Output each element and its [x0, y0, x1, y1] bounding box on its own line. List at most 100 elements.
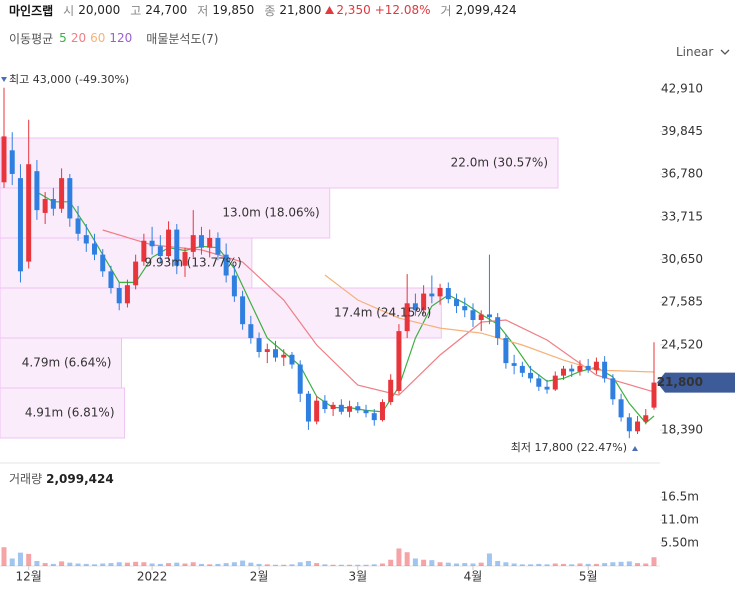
ma-legend-item[interactable]: 20 [70, 31, 87, 45]
ma-line [102, 229, 655, 396]
candle-body [338, 404, 344, 412]
label: 시 [63, 3, 75, 18]
price-tag [657, 372, 735, 393]
ma-title[interactable]: 이동평균 [9, 31, 54, 46]
candle-body [273, 349, 279, 358]
volume-bar [371, 564, 377, 566]
candle-body [149, 240, 155, 247]
volume-bar [149, 563, 155, 566]
scale-toggle[interactable]: Linear [676, 45, 730, 59]
volume-bar [544, 564, 550, 566]
scale-mode[interactable]: Linear [676, 45, 714, 59]
volume-bar [610, 562, 616, 566]
profile-box [0, 187, 331, 239]
volume-bar [404, 552, 410, 566]
candle-body [643, 415, 649, 422]
x-tick-label: 3월 [348, 570, 367, 584]
volume-bar [141, 562, 147, 566]
volume-bar [198, 563, 204, 566]
candle-body [289, 354, 295, 365]
candle-body [536, 378, 542, 387]
y-tick-label: 24,520 [661, 337, 703, 351]
candle-body [240, 296, 246, 325]
candle-body [519, 365, 525, 373]
x-tick-label: 2월 [250, 570, 269, 584]
label: 종 [264, 3, 276, 18]
profile-box [0, 137, 559, 189]
candle-body [396, 331, 402, 391]
stock-name: 마인즈랩 [9, 3, 54, 18]
candle-body [560, 368, 566, 376]
candle-body [552, 375, 558, 390]
volume-bar [248, 562, 254, 566]
candle-body [618, 399, 624, 418]
candle-body [330, 404, 336, 410]
volume-bar [618, 561, 624, 566]
x-tick-label: 5월 [579, 570, 598, 584]
candle-body [182, 251, 188, 266]
profile-box [0, 387, 126, 439]
volume-title: 거래량 2,099,424 [9, 472, 114, 486]
candle-body [198, 235, 204, 248]
volume-bar [445, 562, 451, 566]
ma-line [324, 274, 655, 373]
y-tick-label: 33,715 [661, 209, 703, 223]
volume-bar [495, 560, 501, 566]
candle-body [141, 240, 147, 262]
volume-bar [289, 564, 295, 566]
candle-body [651, 382, 657, 408]
volume-bar [462, 563, 468, 566]
volume-bar [626, 561, 632, 566]
volume-bar [347, 564, 353, 566]
low-annotation: 최저 17,800 (22.47%) [511, 441, 627, 454]
volume-bar [330, 564, 336, 566]
candle-body [314, 400, 320, 422]
ma-legend-item[interactable]: 120 [109, 31, 133, 45]
profile-label: 13.0m (18.06%) [222, 205, 319, 219]
candle-body [421, 293, 427, 311]
candle-body [544, 386, 550, 390]
volume-bar [157, 563, 163, 566]
profile-box [0, 337, 122, 389]
candle-body [462, 306, 468, 311]
volume-tick-label: 16.5m [661, 490, 699, 504]
candle-body [593, 361, 599, 371]
volume-bar [396, 548, 402, 566]
value: 21,800 [279, 3, 322, 17]
volume-bar [593, 563, 599, 566]
candle-body [9, 150, 15, 174]
volume-bar [264, 564, 270, 566]
candle-body [42, 198, 48, 213]
profile-box [0, 237, 253, 289]
ma-legend: 이동평균 5 20 60 120 매물분석도(7) [9, 29, 222, 47]
label: 거 [440, 3, 452, 18]
profile-title[interactable]: 매물분석도(7) [146, 31, 219, 46]
volume-bar [190, 562, 196, 566]
candle-body [388, 379, 394, 403]
volume-bar [26, 553, 32, 566]
value: 19,850 [212, 3, 255, 17]
volume-bar [314, 563, 320, 566]
y-tick-label: 30,650 [661, 252, 703, 266]
candle-body [486, 314, 492, 318]
candle-body [116, 288, 122, 304]
ma-legend-item[interactable]: 60 [90, 31, 106, 45]
candle-body [437, 288, 443, 297]
volume-bar [511, 563, 517, 566]
volume-bar [577, 563, 583, 566]
candle-body [108, 271, 114, 289]
volume-bar [363, 564, 369, 566]
change-pct: +12.08% [374, 3, 431, 17]
candle-body [67, 178, 73, 219]
candle-body [347, 406, 353, 412]
ma-legend-item[interactable]: 5 [59, 31, 67, 45]
candle-body [322, 400, 328, 410]
candle-body [602, 361, 608, 379]
volume-bar [478, 562, 484, 566]
candle-body [92, 243, 98, 255]
volume-title-value: 2,099,424 [46, 472, 114, 486]
candle-body [50, 198, 56, 209]
volume-tick-label: 11.0m [661, 513, 699, 527]
